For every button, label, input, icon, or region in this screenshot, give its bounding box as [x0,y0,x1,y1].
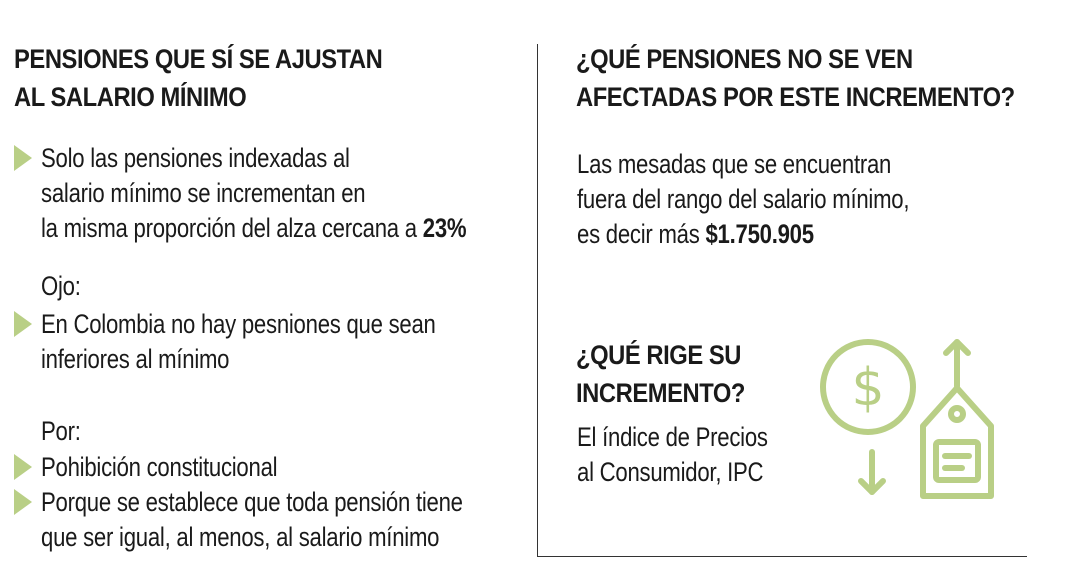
ipc-text: El índice de Precios al Consumidor, IPC [577,420,768,490]
left-heading: PENSIONES QUE SÍ SE AJUSTAN AL SALARIO M… [14,40,383,116]
price-tag-label [933,439,981,483]
bullet-triangle-icon [14,145,32,171]
para1-line3-prefix: es decir más [577,219,706,249]
para1-line1: Las mesadas que se encuentran [577,149,892,179]
dollar-sign: $ [851,358,884,418]
rige-heading-line2: INCREMENTO? [576,378,745,408]
ojo-label: Ojo: [41,271,81,301]
horizontal-divider [537,556,1027,557]
bullet-triangle-icon [14,454,32,480]
bullet3-line1: Pohibición constitucional [41,452,278,482]
down-arrow-head [858,478,886,495]
bullet4-line1: Porque se establece que toda pensión tie… [41,487,463,517]
bullet-equal-minimum-text: Porque se establece que toda pensión tie… [41,485,463,555]
bullet2-line1: En Colombia no hay pesniones que sean [41,309,436,339]
right-heading: ¿QUÉ PENSIONES NO SE VEN AFECTADAS POR E… [576,40,1015,116]
bullet-no-lower-pensions-text: En Colombia no hay pesniones que sean in… [41,307,436,377]
bullet-constitutional-text: Pohibición constitucional [41,450,278,485]
bullet1-line3: la misma proporción del alza cercana a 2… [41,211,467,246]
para2-line1: El índice de Precios [577,422,768,452]
bullet4-line2: que ser igual, al menos, al salario míni… [41,522,440,552]
bullet-triangle-icon [14,311,32,337]
rige-heading: ¿QUÉ RIGE SU INCREMENTO? [576,336,745,412]
price-tag-hole [948,405,966,423]
bullet2-line2: inferiores al mínimo [41,344,230,374]
left-heading-line2: AL SALARIO MÍNIMO [14,82,247,112]
para1-line3: es decir más $1.750.905 [577,217,909,252]
right-heading-line2: AFECTADAS POR ESTE INCREMENTO? [576,82,1015,112]
bullet1-line2: salario mínimo se incrementan en [41,178,366,208]
bullet1-line1: Solo las pensiones indexadas al [41,143,350,173]
por-label: Por: [41,416,81,446]
left-heading-line1: PENSIONES QUE SÍ SE AJUSTAN [14,44,383,74]
bullet1-line3-prefix: la misma proporción del alza cercana a [41,213,423,243]
rige-heading-line1: ¿QUÉ RIGE SU [576,340,742,370]
para2-line2: al Consumidor, IPC [577,457,764,487]
up-arrow-head [943,339,971,356]
dollar-price-tag-up-down-icon: $ [820,339,994,499]
price-tag-outline [920,385,994,499]
coin-circle [820,339,916,435]
right-heading-line1: ¿QUÉ PENSIONES NO SE VEN [576,44,913,74]
unaffected-pensions-text: Las mesadas que se encuentran fuera del … [577,147,910,252]
para1-line2: fuera del rango del salario mínimo, [577,184,910,214]
bullet-indexed-pensions-text: Solo las pensiones indexadas al salario … [41,141,467,246]
vertical-divider [537,44,538,557]
bullet1-percentage: 23% [422,213,467,243]
bullet-triangle-icon [14,489,32,515]
threshold-amount: $1.750.905 [705,219,814,249]
